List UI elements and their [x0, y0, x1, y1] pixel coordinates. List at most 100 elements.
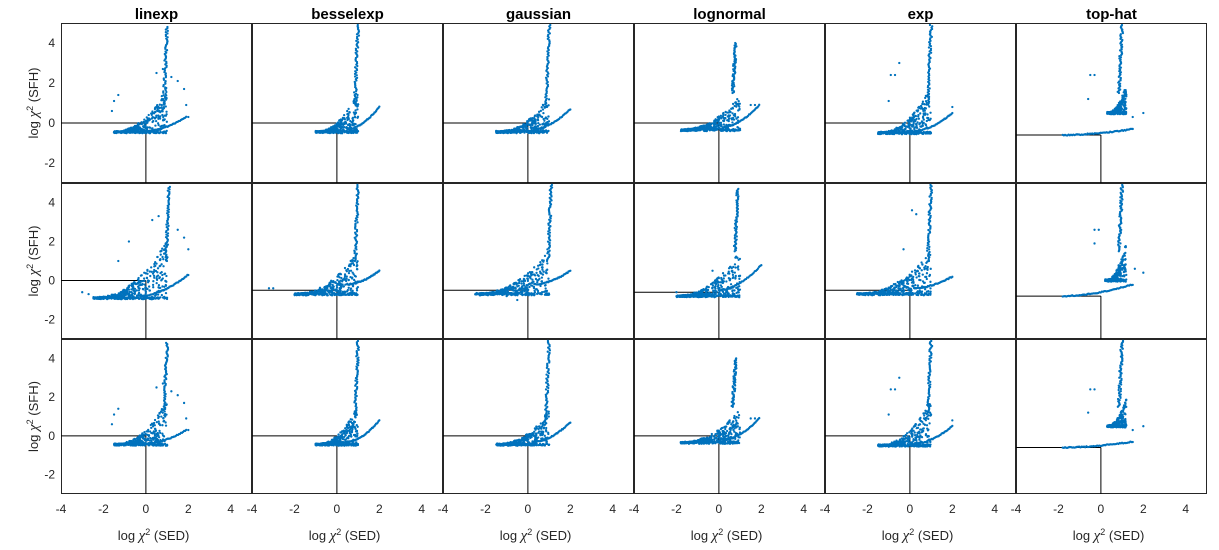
scatter-point	[187, 248, 190, 251]
scatter-point	[737, 99, 740, 103]
scatter-point	[734, 41, 737, 45]
scatter-point	[136, 294, 139, 297]
scatter-point	[523, 284, 526, 287]
scatter-point	[530, 281, 534, 284]
scatter-point	[352, 257, 355, 260]
scatter-point	[141, 297, 144, 301]
scatter-point	[714, 128, 717, 131]
scatter-point	[928, 118, 931, 122]
scatter-point	[546, 250, 550, 254]
scatter-point	[342, 113, 346, 117]
scatter-point	[99, 297, 103, 301]
scatter-point	[164, 296, 168, 300]
scatter-point	[731, 112, 734, 115]
scatter-point	[356, 221, 359, 224]
scatter-point	[735, 117, 738, 120]
scatter-point	[523, 274, 526, 278]
scatter-point	[544, 76, 548, 79]
scatter-point	[335, 293, 339, 297]
scatter-point	[166, 189, 169, 192]
scatter-point	[353, 274, 357, 278]
scatter-point	[329, 281, 332, 284]
scatter-point	[139, 281, 142, 284]
scatter-point	[708, 125, 711, 128]
scatter-point	[137, 289, 141, 292]
scatter-point	[921, 122, 924, 125]
scatter-point	[541, 268, 544, 271]
scatter-point	[352, 91, 356, 94]
scatter-point	[152, 286, 155, 289]
scatter-point	[159, 253, 162, 256]
scatter-point	[714, 125, 717, 128]
scatter-point	[700, 124, 703, 128]
scatter-point	[356, 293, 359, 296]
scatter-point	[569, 108, 572, 111]
scatter-point	[525, 293, 528, 296]
scatter-point	[165, 274, 168, 278]
scatter-point	[909, 129, 912, 132]
scatter-point	[951, 105, 954, 109]
scatter-point	[530, 274, 533, 277]
scatter-point	[176, 79, 179, 83]
scatter-point	[505, 286, 508, 289]
scatter-point	[147, 113, 150, 117]
scatter-point	[132, 281, 136, 285]
scatter-point	[1119, 33, 1122, 36]
scatter-point	[153, 107, 157, 111]
scatter-point	[144, 297, 148, 300]
scatter-point	[321, 131, 324, 135]
scatter-point	[519, 130, 522, 133]
scatter-point	[915, 133, 918, 136]
scatter-point	[724, 113, 727, 117]
scatter-point	[127, 285, 130, 288]
scatter-point	[155, 262, 158, 265]
scatter-point	[151, 272, 155, 275]
scatter-point	[529, 126, 533, 129]
scatter-point	[158, 258, 162, 262]
scatter-point	[118, 295, 121, 299]
scatter-point	[534, 277, 538, 281]
scatter-point	[351, 271, 354, 274]
scatter-point	[685, 129, 688, 133]
scatter-point	[536, 291, 540, 295]
scatter-point	[1106, 110, 1109, 114]
scatter-point	[521, 289, 524, 293]
scatter-point	[524, 286, 527, 289]
scatter-point	[133, 287, 137, 290]
scatter-point	[926, 113, 929, 116]
scatter-point	[1122, 108, 1126, 111]
scatter-point	[691, 128, 695, 132]
scatter-point	[141, 287, 145, 291]
scatter-point	[540, 276, 544, 279]
scatter-point	[165, 280, 168, 283]
scatter-point	[912, 115, 915, 118]
scatter-point	[543, 119, 546, 122]
scatter-point	[925, 103, 928, 106]
scatter-point	[378, 105, 381, 108]
scatter-point	[161, 247, 164, 250]
panel-lognormal-row-1	[634, 23, 825, 183]
y-tick-label: 0	[48, 274, 55, 288]
scatter-point	[928, 23, 932, 27]
scatter-point	[330, 293, 333, 297]
scatter-point	[118, 131, 122, 134]
scatter-point	[351, 116, 355, 119]
panel-frame	[443, 23, 634, 183]
scatter-point	[544, 292, 548, 295]
scatter-point	[158, 131, 161, 135]
scatter-point	[331, 288, 335, 291]
scatter-point	[541, 123, 544, 126]
scatter-point	[929, 131, 932, 134]
scatter-point	[702, 125, 705, 128]
scatter-point	[129, 126, 133, 130]
scatter-point	[355, 35, 359, 39]
scatter-point	[334, 130, 337, 133]
scatter-point	[351, 119, 355, 122]
scatter-point	[516, 282, 519, 285]
scatter-point	[349, 269, 353, 272]
scatter-point	[353, 122, 356, 125]
scatter-point	[921, 132, 925, 136]
panel-exp-row-1	[825, 23, 1016, 183]
scatter-point	[533, 121, 536, 124]
scatter-point	[166, 29, 169, 33]
